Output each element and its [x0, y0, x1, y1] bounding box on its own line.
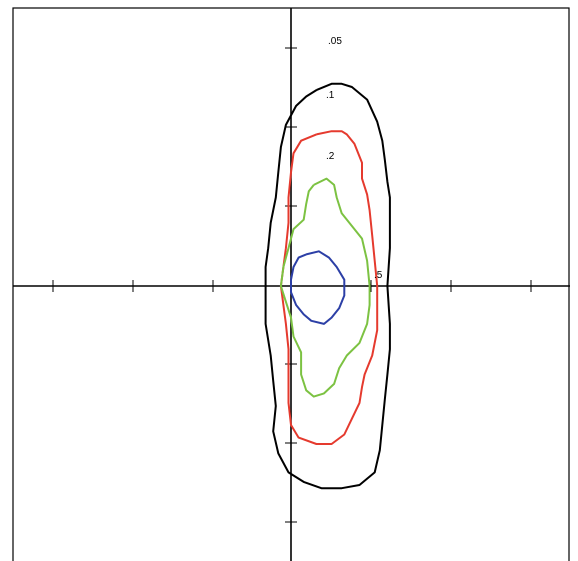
contour-label-3: .2	[326, 151, 335, 162]
contour-label-4: .5	[374, 270, 383, 281]
contour-line-4	[290, 250, 346, 325]
tick-marks	[52, 47, 532, 523]
contour-label-2: .1	[326, 90, 335, 101]
contour-line-3	[279, 177, 371, 398]
contour-lines	[264, 82, 391, 490]
contour-labels: .05 .1 .2 .5	[326, 36, 383, 281]
contour-label-1: .05	[328, 36, 342, 47]
contour-line-2	[279, 130, 379, 445]
contour-line-1	[264, 82, 391, 490]
